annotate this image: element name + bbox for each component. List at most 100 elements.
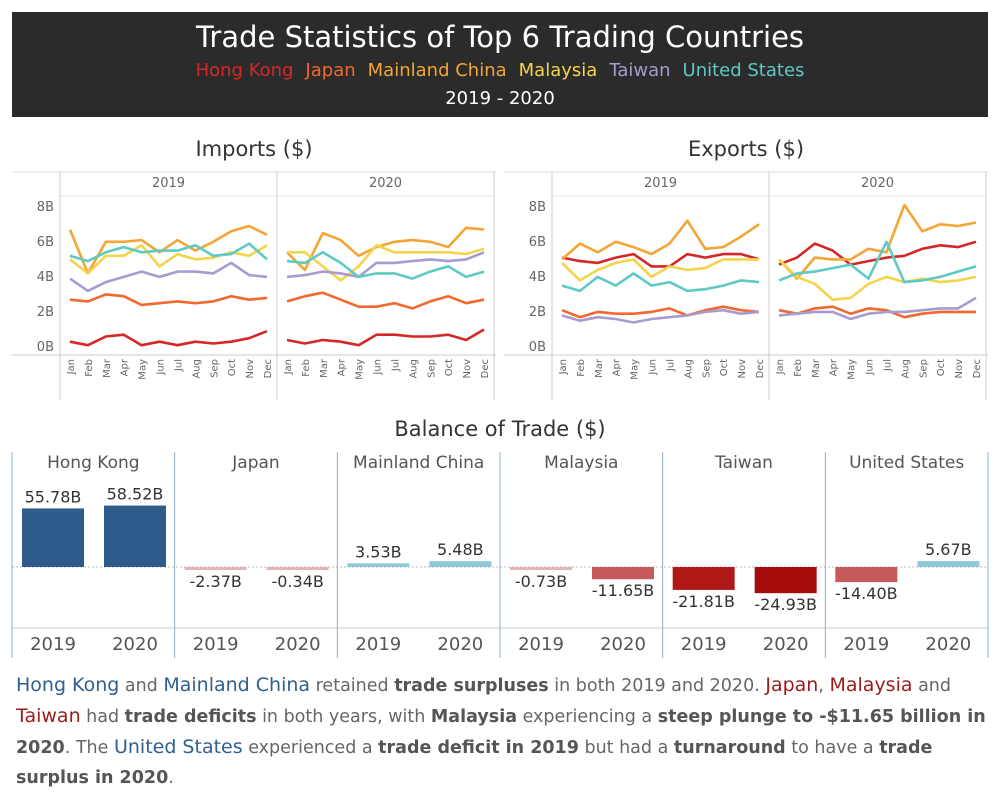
year-label: 2019	[193, 634, 239, 655]
summary-text-part: in both 2019 and 2020.	[548, 676, 766, 696]
summary-taiwan: Taiwan	[16, 705, 81, 727]
series-line-hong-kong	[286, 328, 485, 347]
category-label: Taiwan	[714, 453, 773, 473]
year-label: 2020	[925, 634, 971, 655]
year-label: 2019	[843, 634, 889, 655]
x-tick-label: Jan	[283, 359, 294, 375]
legend-malaysia: Malaysia	[518, 60, 598, 81]
x-tick-label: Sep	[209, 359, 220, 378]
bar-value-label: 5.67B	[925, 540, 972, 559]
y-tick-label: 8B	[529, 200, 546, 215]
x-tick-label: Mar	[102, 358, 113, 378]
x-tick-label: Mar	[811, 358, 822, 378]
x-tick-label: Mar	[594, 358, 605, 378]
summary-text-part: to have a	[785, 738, 880, 758]
legend-japan: Japan	[305, 60, 356, 81]
year-label: 2020	[600, 634, 646, 655]
x-tick-label: May	[847, 359, 858, 380]
series-line-hong-kong	[561, 252, 760, 268]
panel-header: 2019	[152, 176, 185, 191]
summary-emphasis: trade deficits	[124, 707, 257, 727]
balance-bar	[917, 561, 980, 567]
bar-value-label: 5.48B	[437, 540, 484, 559]
y-tick-label: 2B	[37, 305, 54, 320]
summary-emphasis: trade surpluses	[394, 676, 549, 696]
x-tick-label: Sep	[701, 359, 712, 378]
x-tick-label: Apr	[612, 358, 623, 376]
year-label: 2019	[30, 634, 76, 655]
series-line-united-states	[286, 251, 485, 280]
x-tick-label: Nov	[737, 359, 748, 379]
balance-bar	[266, 567, 329, 570]
year-label: 2019	[355, 634, 401, 655]
x-tick-label: May	[630, 359, 641, 380]
y-tick-label: 0B	[529, 340, 546, 355]
x-tick-label: Jan	[66, 359, 77, 375]
bar-value-label: -21.81B	[672, 592, 735, 611]
x-tick-label: Jan	[558, 359, 569, 375]
legend-hong-kong: Hong Kong	[195, 60, 294, 81]
summary-text-part: experienced a	[242, 738, 379, 758]
series-line-japan	[778, 305, 976, 319]
x-tick-label: Dec	[263, 359, 274, 378]
x-tick-label: May	[355, 359, 366, 380]
x-tick-label: Jul	[390, 359, 401, 372]
balance-bar	[429, 561, 492, 567]
series-line-malaysia	[778, 258, 977, 301]
x-tick-label: Dec	[972, 359, 983, 378]
bar-value-label: 58.52B	[107, 485, 164, 504]
x-tick-label: Nov	[462, 359, 473, 379]
y-tick-label: 6B	[37, 235, 54, 250]
summary-hong-kong: Hong Kong	[16, 674, 120, 696]
summary-text: Hong Kong and Mainland China retained tr…	[16, 670, 986, 793]
exports-line-chart: Exports ($) 0B 2B 4B 6B 8B 2019 Jan Feb Mar Apr May…	[504, 137, 988, 400]
summary-text-part: and	[912, 676, 952, 696]
exports-title: Exports ($)	[688, 137, 804, 161]
legend-mainland-china: Mainland China	[367, 60, 507, 81]
year-label: 2019	[518, 634, 564, 655]
x-tick-label: Oct	[719, 359, 730, 376]
bar-value-label: -24.93B	[754, 595, 817, 614]
x-tick-label: Aug	[683, 359, 694, 379]
bar-value-label: 55.78B	[25, 487, 82, 506]
series-line-hong-kong	[69, 329, 268, 347]
x-tick-label: Aug	[408, 359, 419, 379]
x-tick-label: Sep	[426, 359, 437, 378]
x-tick-label: Dec	[755, 359, 766, 378]
summary-mainland-china: Mainland China	[163, 674, 311, 696]
summary-text-part: ,	[818, 676, 830, 696]
summary-text-part: but had a	[578, 738, 674, 758]
chart-title: Trade Statistics of Top 6 Trading Countr…	[195, 20, 805, 54]
x-tick-label: Jul	[173, 359, 184, 372]
panel-header: 2019	[644, 176, 677, 191]
imports-title: Imports ($)	[195, 137, 312, 161]
series-line-mainland-china	[286, 226, 485, 272]
x-tick-label: Jul	[882, 359, 893, 372]
x-tick-label: Aug	[900, 359, 911, 379]
year-label: 2020	[275, 634, 321, 655]
x-tick-label: Jun	[373, 359, 384, 376]
bar-value-label: 3.53B	[355, 542, 402, 561]
series-line-taiwan	[778, 296, 977, 321]
summary-text-part: had	[80, 707, 125, 727]
legend-united-states: United States	[682, 60, 805, 81]
series-line-taiwan	[561, 308, 760, 324]
imports-line-chart: Imports ($) 0B 2B 4B 6B 8B 2019 Jan Feb Mar Apr May…	[12, 137, 496, 400]
series-line-malaysia	[287, 244, 485, 282]
summary-text-part: . The	[64, 738, 114, 758]
year-label: 2020	[112, 634, 158, 655]
balance-bar	[184, 567, 247, 570]
series-line-mainland-china	[68, 224, 268, 275]
series-line-mainland-china	[778, 203, 977, 280]
bar-value-label: -0.34B	[271, 572, 323, 591]
y-tick-label: 4B	[37, 270, 54, 285]
y-tick-label: 4B	[529, 270, 546, 285]
balance-bar	[835, 567, 898, 583]
summary-emphasis: Malaysia	[430, 707, 518, 727]
x-tick-label: Oct	[227, 359, 238, 376]
summary-emphasis: steep plunge to -$11.65 billion in 2020	[16, 707, 986, 758]
x-tick-label: Jan	[775, 359, 786, 375]
summary-united-states: United States	[113, 736, 243, 758]
chart-years: 2019 - 2020	[445, 88, 555, 109]
x-tick-label: Oct	[936, 359, 947, 376]
